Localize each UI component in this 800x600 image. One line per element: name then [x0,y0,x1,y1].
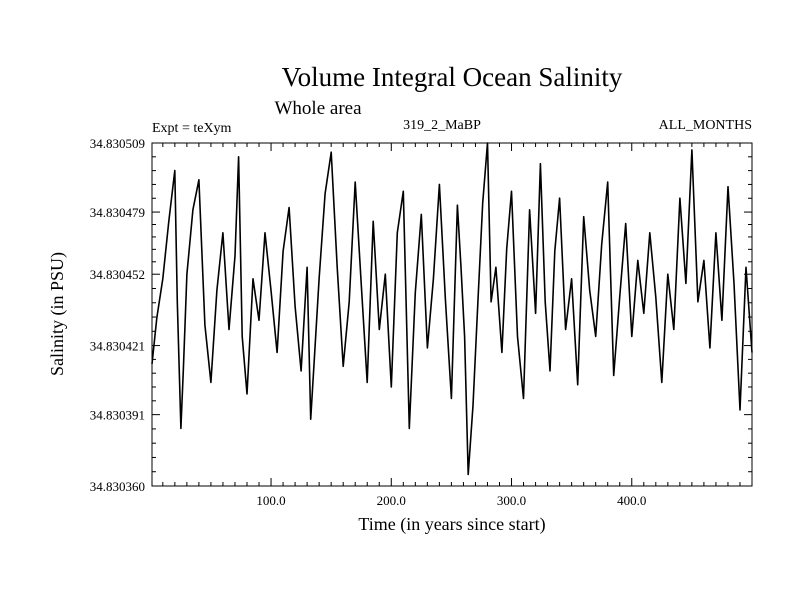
experiment-label: Expt = teXym [152,121,232,136]
x-tick-label: 200.0 [377,493,406,508]
plot-frame [151,142,753,487]
y-tick-label: 34.830360 [90,479,145,494]
x-tick-label: 400.0 [617,493,646,508]
y-tick-label: 34.830452 [90,267,145,282]
y-tick-label: 34.830421 [90,339,145,354]
tick-labels: 100.0 200.0 300.0 400.0 34.830360 34.830391 34… [90,136,647,508]
x-tick-label: 300.0 [497,493,526,508]
tick-marks [152,142,752,487]
chart-title: Volume Integral Ocean Salinity [282,62,623,92]
y-tick-label: 34.830391 [90,408,145,423]
chart-subtitle: Whole area [274,98,362,119]
x-tick-label: 100.0 [256,493,285,508]
y-axis-label: Salinity (in PSU) [47,252,68,376]
y-tick-label: 34.830509 [90,136,145,151]
salinity-series-line [151,142,753,476]
months-label: ALL_MONTHS [659,118,752,133]
run-id-label: 319_2_MaBP [403,118,481,133]
y-tick-label: 34.830479 [90,205,145,220]
x-axis-label: Time (in years since start) [358,514,545,535]
series-layer [151,142,753,476]
